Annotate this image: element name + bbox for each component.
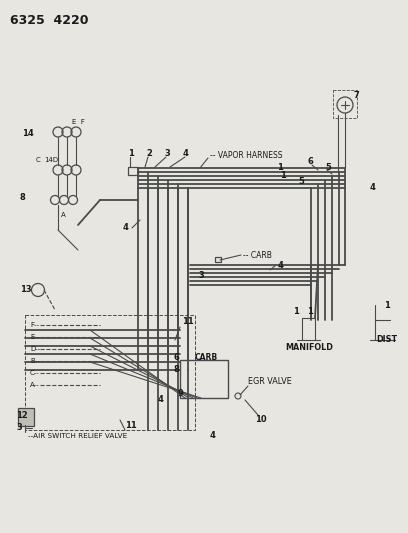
Text: 8: 8 (20, 192, 26, 201)
Text: 1: 1 (293, 308, 299, 317)
Text: EGR VALVE: EGR VALVE (248, 377, 292, 386)
Text: 1: 1 (128, 149, 134, 158)
Text: CARB: CARB (195, 353, 218, 362)
Bar (25, 315, 195, 430)
Text: 3: 3 (164, 149, 170, 158)
Bar (180, 360, 228, 398)
Bar (333, 90, 357, 118)
Text: E--: E-- (30, 334, 40, 340)
Text: -- VAPOR HARNESS: -- VAPOR HARNESS (210, 150, 282, 159)
Text: A--: A-- (30, 382, 40, 388)
Text: E  F: E F (72, 119, 85, 125)
Text: 14: 14 (22, 128, 34, 138)
Text: 6325  4220: 6325 4220 (10, 13, 89, 27)
Text: 5: 5 (298, 176, 304, 185)
Text: B--: B-- (30, 358, 40, 364)
Text: 1: 1 (384, 301, 390, 310)
Text: --AIR SWITCH RELIEF VALVE: --AIR SWITCH RELIEF VALVE (28, 433, 127, 439)
Bar (215, 257, 221, 262)
Text: 4: 4 (183, 149, 189, 158)
Text: 3: 3 (16, 424, 22, 432)
Text: 4: 4 (278, 261, 284, 270)
Text: 13: 13 (20, 286, 32, 295)
Text: A: A (61, 212, 65, 218)
Text: 1: 1 (280, 171, 286, 180)
Text: D--: D-- (30, 346, 40, 352)
Text: 14D: 14D (44, 157, 58, 163)
Text: 4: 4 (123, 223, 129, 232)
Text: 1: 1 (277, 164, 283, 173)
Text: 9: 9 (178, 389, 184, 398)
Text: -- CARB: -- CARB (243, 251, 272, 260)
Text: 3: 3 (198, 271, 204, 279)
Text: 11: 11 (182, 318, 194, 327)
Text: 8: 8 (173, 366, 179, 375)
Text: 5: 5 (325, 164, 331, 173)
Text: 4: 4 (210, 431, 216, 440)
Text: 1: 1 (307, 308, 313, 317)
Text: 2: 2 (146, 149, 152, 158)
Text: 4: 4 (370, 183, 376, 192)
Text: DIST: DIST (376, 335, 397, 344)
Text: 7: 7 (354, 91, 360, 100)
Text: F--: F-- (30, 322, 39, 328)
Bar (128, 167, 138, 175)
Text: 11: 11 (125, 421, 137, 430)
Text: MANIFOLD: MANIFOLD (285, 343, 333, 352)
Text: 6: 6 (173, 353, 179, 362)
FancyBboxPatch shape (18, 408, 34, 426)
Text: 10: 10 (255, 416, 266, 424)
Text: 12: 12 (16, 410, 28, 419)
Text: C--: C-- (30, 370, 40, 376)
Text: 4: 4 (158, 395, 164, 405)
Text: C: C (36, 157, 41, 163)
Text: 6: 6 (308, 157, 314, 166)
